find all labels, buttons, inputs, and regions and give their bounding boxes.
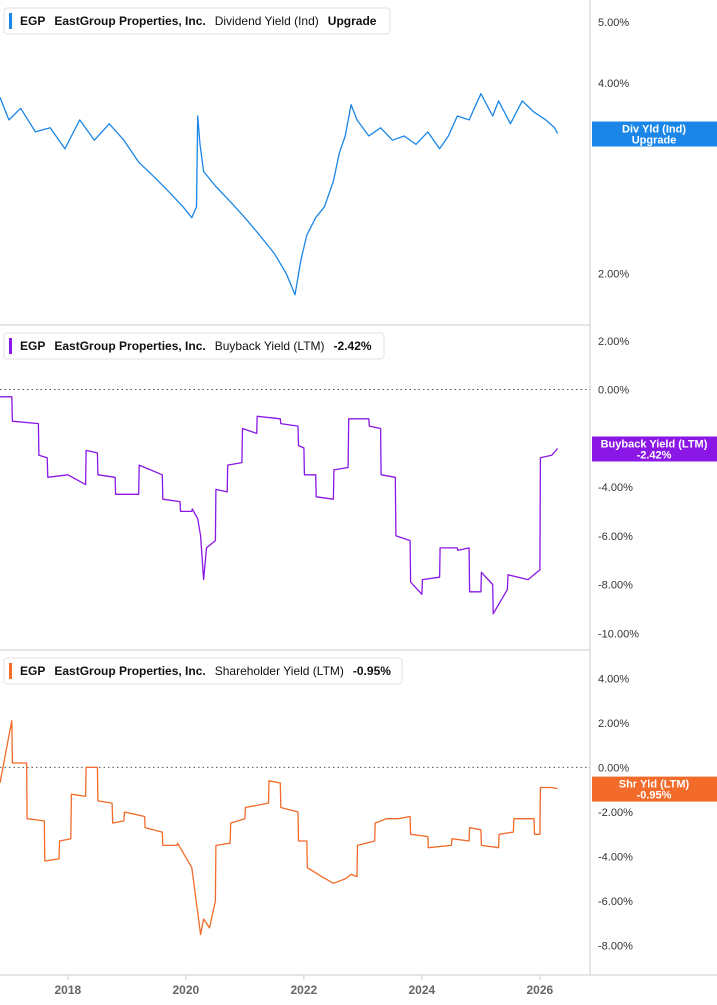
legend-company: EastGroup Properties, Inc. — [54, 664, 205, 678]
badge-value: Upgrade — [632, 135, 677, 147]
y-tick-label: -8.00% — [598, 941, 633, 953]
y-tick-label: -4.00% — [598, 482, 633, 494]
series-line — [0, 93, 559, 296]
badge-label: Div Yld (Ind) — [622, 124, 686, 136]
legend-ticker: EGP — [20, 664, 45, 678]
y-tick-label: -10.00% — [598, 628, 639, 640]
badge-label: Buyback Yield (LTM) — [601, 438, 708, 450]
x-tick-label: 2024 — [408, 983, 435, 997]
y-tick-label: -4.00% — [598, 852, 633, 864]
y-tick-label: -6.00% — [598, 531, 633, 543]
current-value-badge — [592, 776, 717, 802]
legend-color-swatch — [9, 13, 12, 29]
legend-value: Upgrade — [328, 14, 377, 28]
legend-value: -0.95% — [353, 664, 391, 678]
x-tick-label: 2020 — [172, 983, 199, 997]
legend-text: EGP EastGroup Properties, Inc. Shareholder… — [20, 664, 391, 678]
x-tick-label: 2018 — [54, 983, 81, 997]
legend: EGP EastGroup Properties, Inc. Buyback Yie… — [3, 332, 385, 360]
legend-color-swatch — [9, 663, 12, 679]
legend-frame — [3, 657, 403, 685]
legend-metric: Buyback Yield (LTM) — [215, 339, 325, 353]
x-tick-label: 2022 — [290, 983, 317, 997]
y-tick-label: -2.00% — [598, 807, 633, 819]
y-tick-label: -8.00% — [598, 580, 633, 592]
legend-ticker: EGP — [20, 14, 45, 28]
legend-metric: Shareholder Yield (LTM) — [215, 664, 344, 678]
buyback-yield-panel: 2.00% 0.00% -4.00% -6.00% -8.00% -10.00% Buyba… — [0, 332, 717, 640]
legend-company: EastGroup Properties, Inc. — [54, 339, 205, 353]
y-tick-label: 2.00% — [598, 718, 629, 730]
y-tick-label: 0.00% — [598, 385, 629, 397]
y-tick-label: 2.00% — [598, 268, 629, 280]
y-tick-label: 2.00% — [598, 336, 629, 348]
x-tick-label: 2026 — [526, 983, 553, 997]
y-tick-label: -6.00% — [598, 896, 633, 908]
x-axis: 2018 2020 2022 2024 2026 — [54, 975, 554, 997]
badge-label: Shr Yld (LTM) — [619, 779, 690, 791]
legend-company: EastGroup Properties, Inc. — [54, 14, 205, 28]
y-tick-label: 5.00% — [598, 17, 629, 29]
legend-ticker: EGP — [20, 339, 45, 353]
legend: EGP EastGroup Properties, Inc. Shareholder… — [3, 657, 403, 685]
legend-value: -2.42% — [334, 339, 372, 353]
current-value-badge — [592, 436, 717, 462]
legend: EGP EastGroup Properties, Inc. Dividend Yi… — [3, 7, 391, 35]
y-tick-label: 4.00% — [598, 673, 629, 685]
legend-frame — [3, 7, 391, 35]
legend-frame — [3, 332, 385, 360]
series-line — [0, 719, 558, 936]
legend-text: EGP EastGroup Properties, Inc. Buyback Yie… — [20, 339, 372, 353]
series-line — [0, 396, 559, 615]
legend-text: EGP EastGroup Properties, Inc. Dividend Yi… — [20, 14, 377, 28]
badge-value: -2.42% — [637, 449, 672, 461]
y-tick-label: 0.00% — [598, 762, 629, 774]
legend-color-swatch — [9, 338, 12, 354]
badge-value: -0.95% — [637, 790, 672, 802]
legend-metric: Dividend Yield (Ind) — [215, 14, 319, 28]
current-value-badge — [592, 121, 717, 147]
y-tick-label: 4.00% — [598, 78, 629, 90]
shareholder-yield-panel: 4.00% 2.00% 0.00% -2.00% -4.00% -6.00% -8.00% S… — [0, 657, 717, 953]
